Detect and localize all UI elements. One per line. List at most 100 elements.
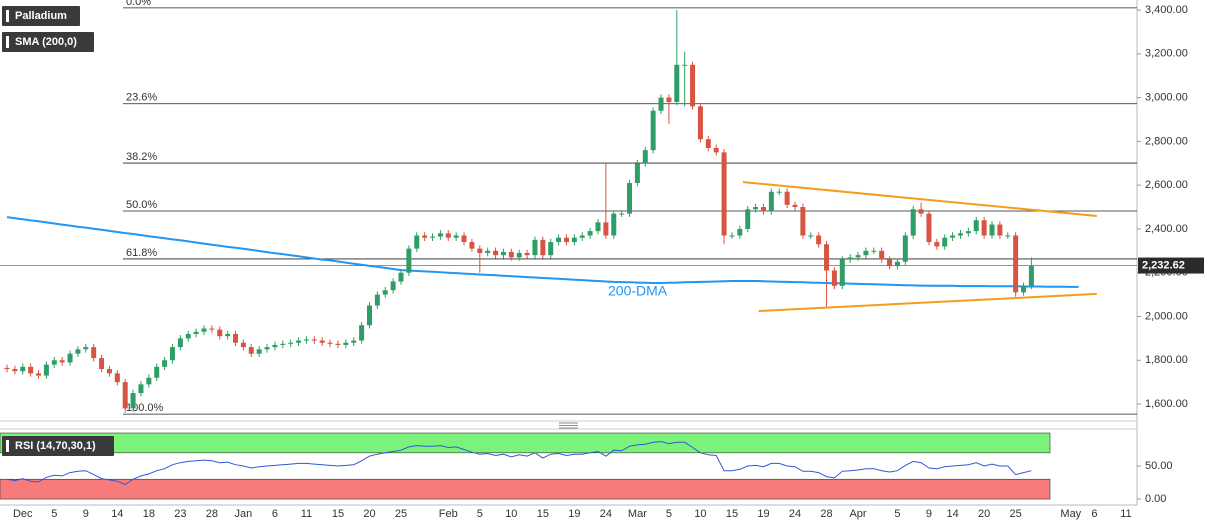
x-tick-label: 15 xyxy=(332,508,344,520)
candle-body xyxy=(666,97,672,102)
candle xyxy=(989,221,995,239)
candle-body xyxy=(516,253,522,258)
x-tick-label: 10 xyxy=(505,508,517,520)
candle xyxy=(303,336,309,344)
candle xyxy=(571,234,577,246)
candle-body xyxy=(705,139,711,148)
candle xyxy=(359,321,365,344)
candle xyxy=(406,245,412,276)
candle-body xyxy=(453,235,459,238)
candle xyxy=(288,339,294,348)
candle xyxy=(768,188,774,215)
resize-handle[interactable] xyxy=(559,422,578,429)
candle-body xyxy=(792,204,798,208)
candle-body xyxy=(1021,285,1027,293)
candle xyxy=(926,210,932,246)
candle-body xyxy=(28,366,34,374)
candle xyxy=(319,337,325,347)
y-tick-label: 50.00 xyxy=(1145,460,1173,472)
candle-body xyxy=(887,259,893,267)
fib-label: 0.0% xyxy=(126,0,151,8)
candle-body xyxy=(682,64,688,66)
candle xyxy=(824,240,830,308)
x-tick-label: 25 xyxy=(395,508,407,520)
candle xyxy=(816,232,822,248)
x-tick-label: Dec xyxy=(13,508,33,520)
candle-body xyxy=(406,248,412,273)
candle xyxy=(162,356,168,371)
candle-body xyxy=(493,250,499,256)
candle xyxy=(461,232,467,246)
candle xyxy=(705,135,711,152)
fib-label: 61.8% xyxy=(126,247,157,259)
candle-body xyxy=(154,366,160,378)
candle xyxy=(753,203,759,213)
candle xyxy=(942,234,948,250)
candle-body xyxy=(957,233,963,236)
candle xyxy=(343,339,349,349)
candle-body xyxy=(43,364,49,376)
candle xyxy=(579,232,585,241)
x-tick-label: 5 xyxy=(894,508,900,520)
candle-body xyxy=(366,305,372,326)
x-tick-label: Mar xyxy=(628,508,647,520)
candle xyxy=(690,61,696,110)
candle-body xyxy=(800,207,806,236)
candle xyxy=(296,337,302,347)
candle-body xyxy=(627,182,633,214)
x-tick-label: 6 xyxy=(1091,508,1097,520)
x-tick-label: 5 xyxy=(666,508,672,520)
x-tick-label: 15 xyxy=(537,508,549,520)
candle xyxy=(556,234,562,246)
candle-body xyxy=(879,250,885,260)
candle-body xyxy=(737,228,743,236)
candle-body xyxy=(382,290,388,295)
x-tick-label: May xyxy=(1060,508,1081,520)
candle-body xyxy=(871,250,877,252)
candle xyxy=(91,343,97,362)
candle-body xyxy=(319,340,325,343)
x-tick-label: 14 xyxy=(111,508,123,520)
candle xyxy=(256,346,262,357)
candle-body xyxy=(784,191,790,205)
candle-body xyxy=(650,110,656,151)
candle xyxy=(335,340,341,349)
candle-body xyxy=(477,248,483,254)
candle xyxy=(516,249,522,261)
candle-body xyxy=(288,342,294,344)
candle-body xyxy=(217,329,223,337)
candle-body xyxy=(209,328,215,330)
candle-body xyxy=(185,333,191,339)
y-tick-label: 3,400.00 xyxy=(1145,4,1188,16)
candle-body xyxy=(910,209,916,236)
candle xyxy=(185,330,191,342)
candle xyxy=(59,356,65,366)
candle xyxy=(745,205,751,233)
rsi-zone xyxy=(0,432,1051,454)
candle-body xyxy=(816,235,822,245)
candle xyxy=(114,370,120,386)
candle xyxy=(839,256,845,290)
candle-body xyxy=(500,251,506,256)
candle-body xyxy=(201,328,207,332)
candle xyxy=(1005,232,1011,239)
trend-line xyxy=(758,292,1097,313)
candle xyxy=(138,381,144,397)
candle-body xyxy=(571,237,577,243)
candle xyxy=(146,374,152,388)
legend-swatch xyxy=(6,440,9,452)
moving-average xyxy=(6,216,1079,288)
candle-body xyxy=(169,347,175,361)
x-tick-label: Feb xyxy=(439,508,458,520)
candle xyxy=(524,249,530,259)
candle xyxy=(682,51,688,107)
x-tick-label: 28 xyxy=(820,508,832,520)
x-tick-label: 28 xyxy=(206,508,218,520)
fib-label: 23.6% xyxy=(126,92,157,104)
candle-body xyxy=(981,220,987,236)
candle xyxy=(887,256,893,270)
legend-box xyxy=(2,32,94,52)
y-tick-label: 1,600.00 xyxy=(1145,398,1188,410)
candle-body xyxy=(729,235,735,237)
candle-body xyxy=(296,340,302,343)
